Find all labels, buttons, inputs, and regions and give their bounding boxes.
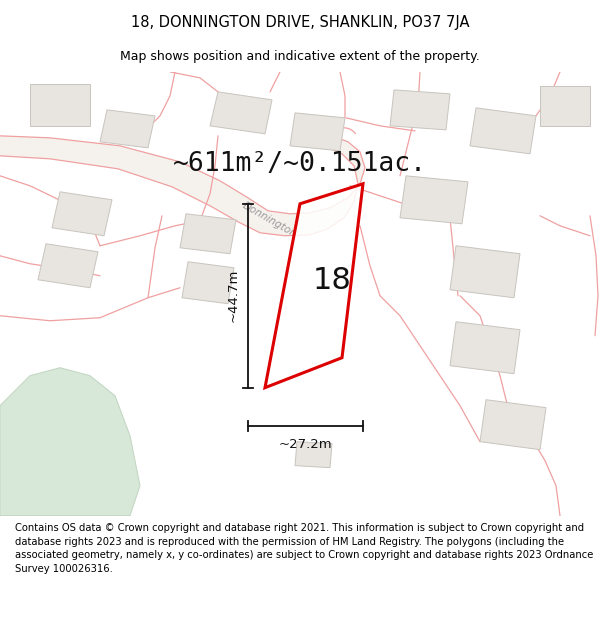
Polygon shape bbox=[540, 86, 590, 126]
Polygon shape bbox=[265, 184, 363, 388]
Polygon shape bbox=[390, 90, 450, 130]
Polygon shape bbox=[210, 92, 272, 134]
Polygon shape bbox=[0, 368, 140, 516]
Polygon shape bbox=[38, 244, 98, 288]
Polygon shape bbox=[470, 108, 536, 154]
Text: ~44.7m: ~44.7m bbox=[227, 269, 240, 322]
Polygon shape bbox=[480, 400, 546, 449]
Text: ~27.2m: ~27.2m bbox=[278, 438, 332, 451]
Polygon shape bbox=[52, 192, 112, 236]
Polygon shape bbox=[100, 110, 155, 148]
Polygon shape bbox=[400, 176, 468, 224]
Polygon shape bbox=[30, 84, 90, 126]
Polygon shape bbox=[182, 262, 234, 304]
Text: Contains OS data © Crown copyright and database right 2021. This information is : Contains OS data © Crown copyright and d… bbox=[15, 523, 593, 574]
Text: Map shows position and indicative extent of the property.: Map shows position and indicative extent… bbox=[120, 49, 480, 62]
Polygon shape bbox=[0, 136, 365, 236]
Polygon shape bbox=[450, 246, 520, 298]
Polygon shape bbox=[290, 113, 345, 151]
Text: Donnington: Donnington bbox=[241, 200, 299, 239]
Polygon shape bbox=[450, 322, 520, 374]
Polygon shape bbox=[180, 214, 236, 254]
Text: 18, DONNINGTON DRIVE, SHANKLIN, PO37 7JA: 18, DONNINGTON DRIVE, SHANKLIN, PO37 7JA bbox=[131, 16, 469, 31]
Text: ~611m²/~0.151ac.: ~611m²/~0.151ac. bbox=[173, 151, 427, 177]
Text: 18: 18 bbox=[313, 266, 352, 295]
Polygon shape bbox=[295, 442, 332, 468]
